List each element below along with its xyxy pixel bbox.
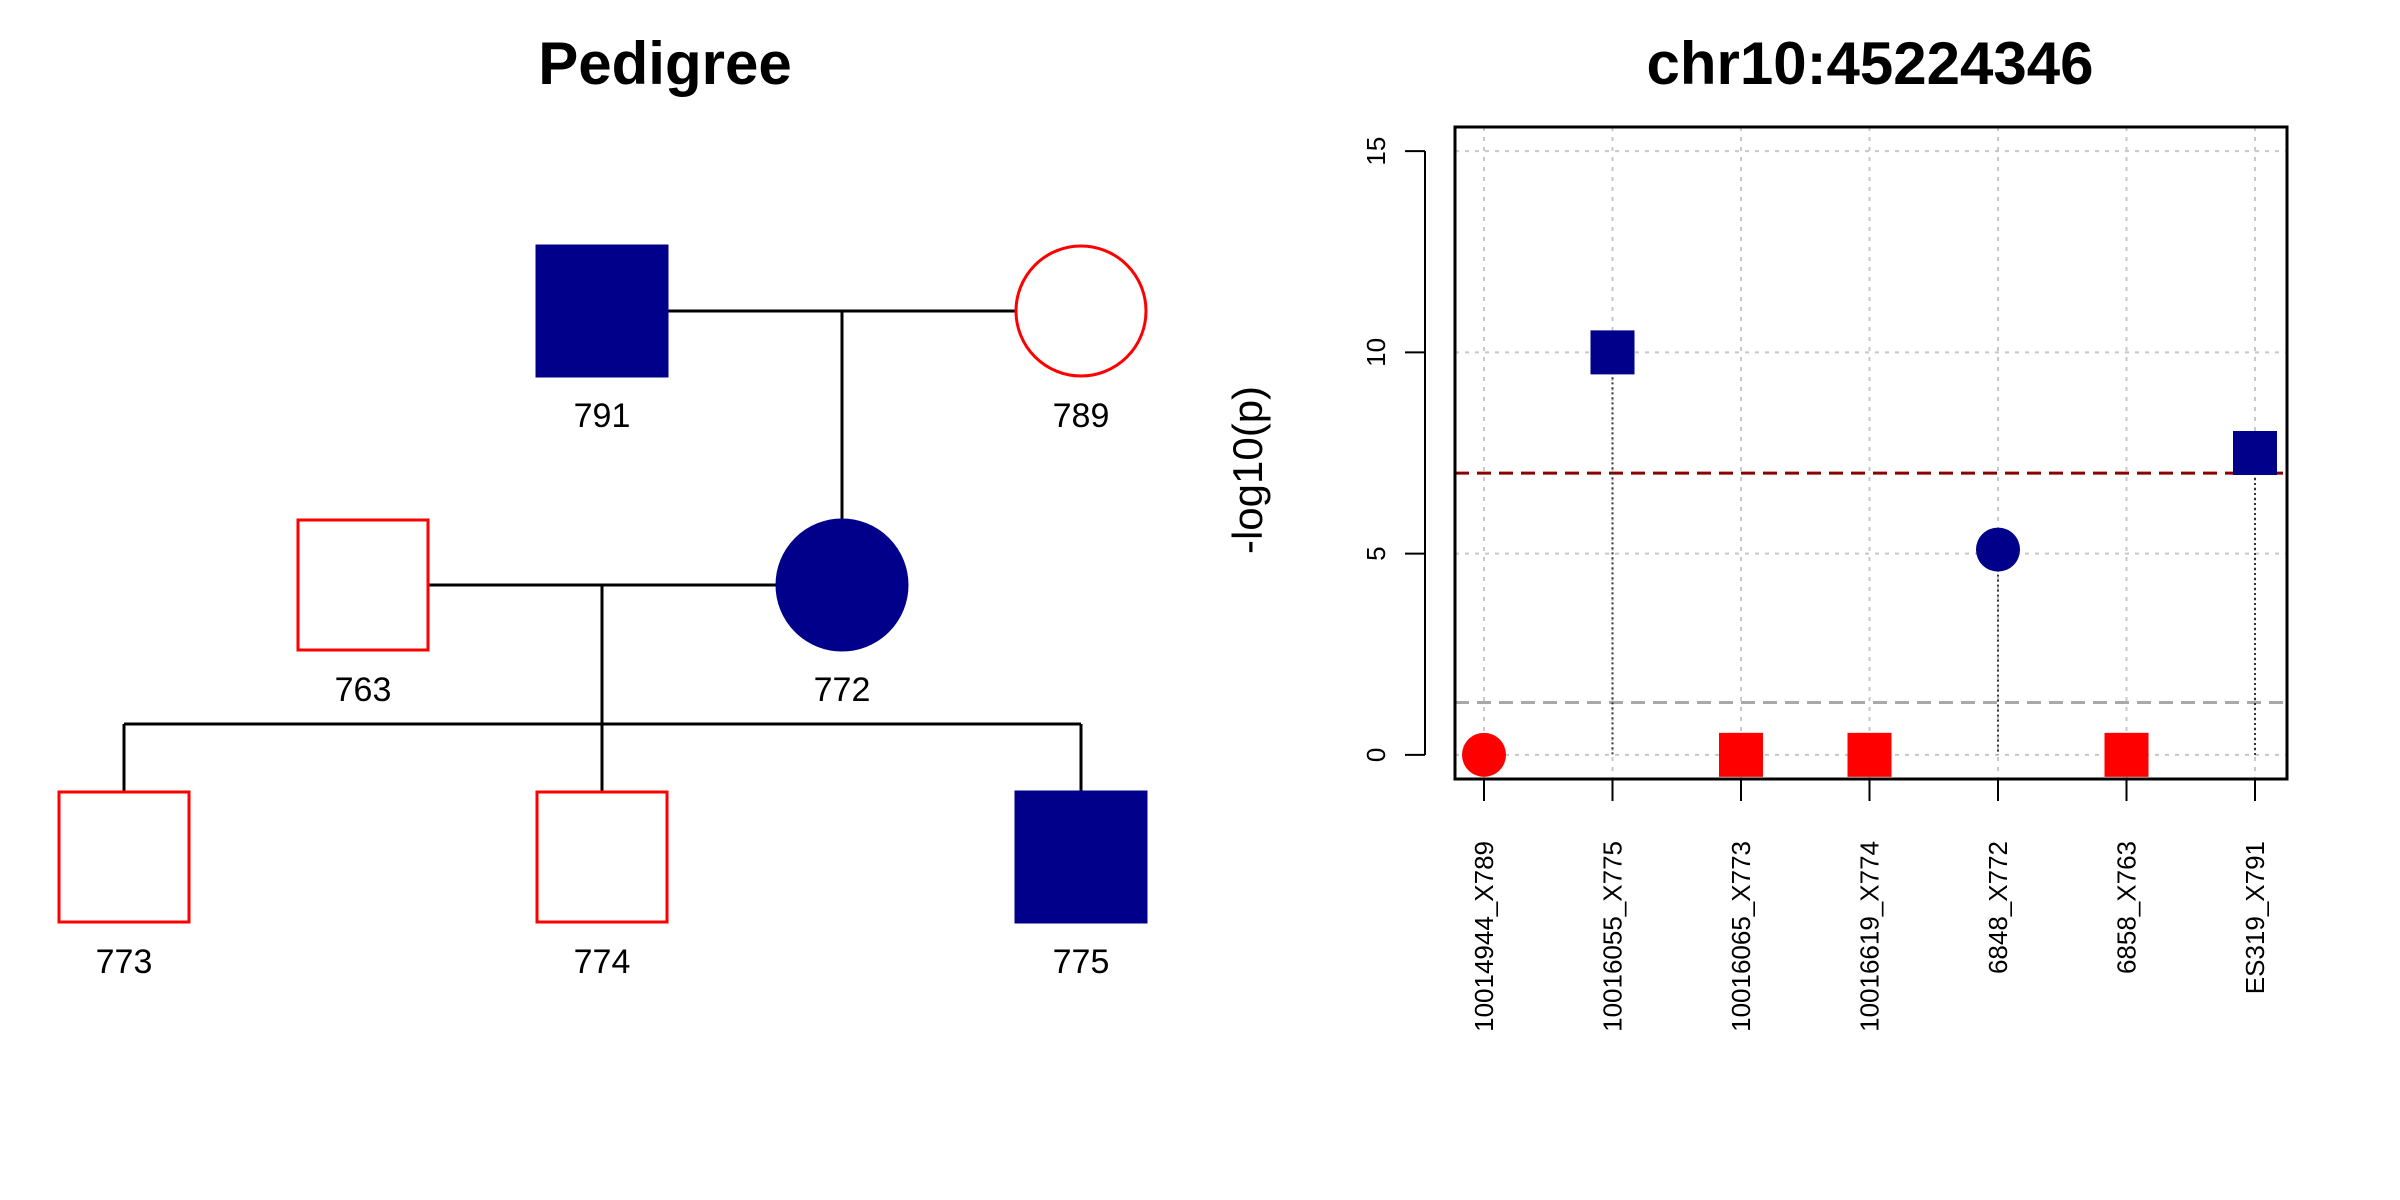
y-axis-title: -log10(p) — [1224, 386, 1271, 554]
individual-791-label: 791 — [574, 397, 631, 435]
pedigree-title: Pedigree — [538, 30, 791, 97]
chart-thresholds — [1455, 471, 2287, 705]
chart-points — [1462, 330, 2277, 777]
x-tick-label: 10016065_X773 — [1726, 841, 1756, 1032]
x-tick-label: 6848_X772 — [1983, 841, 2013, 974]
x-tick-label: ES319_X791 — [2240, 841, 2270, 994]
individual-763-square — [296, 518, 430, 652]
individual-775-label: 775 — [1053, 943, 1110, 981]
pedigree-panel: Pedigree 791 789 763 772 773 774 775 — [57, 30, 1148, 981]
individual-789-circle — [1014, 244, 1148, 378]
individual-772-label: 772 — [814, 671, 871, 709]
x-tick-label: 10014944_X789 — [1469, 841, 1499, 1032]
x-tick-label: 10016619_X774 — [1855, 841, 1885, 1032]
individual-774-label: 774 — [574, 943, 631, 981]
point-3 — [1847, 732, 1892, 777]
x-tick-label: 6858_X763 — [2112, 841, 2142, 974]
y-axis: 0 5 10 15 — [1361, 137, 1426, 762]
individual-773-square — [57, 790, 191, 924]
individual-789-label: 789 — [1053, 397, 1110, 435]
individual-775-square — [1014, 790, 1148, 924]
individual-774-square — [535, 790, 669, 924]
y-tick-label: 5 — [1361, 546, 1391, 560]
point-6 — [2233, 431, 2277, 475]
point-4 — [1976, 527, 2020, 572]
point-2 — [1719, 732, 1763, 777]
y-tick-label: 0 — [1361, 748, 1391, 762]
chart-grid — [1455, 127, 2287, 779]
pedigree-nodes: 791 789 763 772 773 774 775 — [57, 244, 1148, 981]
chart-title: chr10:45224346 — [1646, 30, 2093, 97]
chart-panel: chr10:45224346 -log10(p) 0 5 10 15 10014944… — [1224, 30, 2289, 1032]
point-1 — [1590, 330, 1635, 375]
chart-stems — [1611, 352, 2256, 755]
x-tick-label: 10016055_X775 — [1598, 841, 1628, 1032]
individual-791-square — [535, 244, 669, 378]
individual-763-label: 763 — [335, 671, 392, 709]
plot-frame — [1453, 125, 2289, 781]
point-0 — [1462, 732, 1506, 777]
y-tick-label: 15 — [1361, 137, 1391, 166]
x-axis: 10014944_X789 10016055_X775 10016065_X773 1… — [1469, 778, 2270, 1032]
individual-773-label: 773 — [96, 943, 153, 981]
point-5 — [2104, 732, 2149, 777]
pedigree-connectors — [122, 309, 1083, 792]
individual-772-circle — [775, 518, 909, 652]
y-tick-label: 10 — [1361, 338, 1391, 367]
